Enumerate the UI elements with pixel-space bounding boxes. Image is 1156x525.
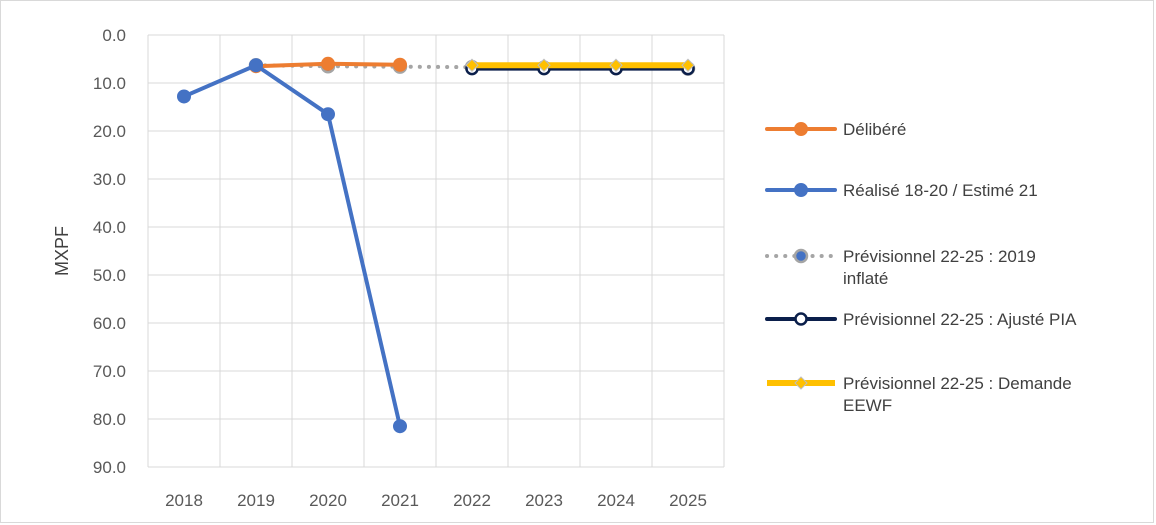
legend-label: inflaté: [843, 269, 888, 288]
y-tick-label: 30.0: [93, 170, 126, 189]
legend-marker: [794, 183, 808, 197]
data-point: [537, 58, 551, 72]
x-tick-label: 2024: [597, 491, 635, 510]
legend-label: Délibéré: [843, 120, 906, 139]
legend-marker: [794, 122, 808, 136]
y-tick-label: 40.0: [93, 218, 126, 237]
legend-item-3: Prévisionnel 22-25 : Ajusté PIA: [765, 310, 1077, 329]
x-tick-label: 2022: [453, 491, 491, 510]
data-point: [321, 56, 335, 71]
series-layer: [177, 56, 696, 434]
y-tick-label: 0.0: [102, 26, 126, 45]
legend-marker: [793, 248, 809, 264]
x-axis-ticks: 2018 2019 2020 2021 2022 2023 2024 2025: [165, 491, 707, 510]
legend-item-4: Prévisionnel 22-25 : Demande EEWF: [767, 374, 1072, 415]
series-line: [182, 63, 402, 429]
y-tick-label: 10.0: [93, 74, 126, 93]
x-tick-label: 2018: [165, 491, 203, 510]
legend-item-0: Délibéré: [765, 120, 906, 139]
x-tick-label: 2021: [381, 491, 419, 510]
legend-label: Réalisé 18-20 / Estimé 21: [843, 181, 1038, 200]
x-tick-label: 2019: [237, 491, 275, 510]
y-tick-label: 90.0: [93, 458, 126, 477]
legend: Délibéré Réalisé 18-20 / Estimé 21 Prévisi…: [765, 120, 1077, 415]
x-tick-label: 2023: [525, 491, 563, 510]
series-4: [465, 58, 695, 72]
legend-label: Prévisionnel 22-25 : Ajusté PIA: [843, 310, 1077, 329]
series-1: [177, 58, 407, 434]
legend-label: Prévisionnel 22-25 : 2019: [843, 247, 1036, 266]
data-point: [609, 58, 623, 72]
y-tick-label: 50.0: [93, 266, 126, 285]
legend-label: EEWF: [843, 396, 892, 415]
series-0: [249, 56, 407, 74]
grid: [147, 34, 725, 468]
y-tick-label: 60.0: [93, 314, 126, 333]
y-tick-label: 20.0: [93, 122, 126, 141]
x-tick-label: 2025: [669, 491, 707, 510]
legend-item-1: Réalisé 18-20 / Estimé 21: [765, 181, 1038, 200]
legend-marker: [794, 376, 808, 390]
legend-item-2: Prévisionnel 22-25 : 2019 inflaté: [765, 247, 1036, 288]
legend-marker: [794, 312, 808, 326]
legend-label: Prévisionnel 22-25 : Demande: [843, 374, 1072, 393]
data-point: [393, 419, 407, 434]
y-axis-ticks: 0.0 10.0 20.0 30.0 40.0 50.0 60.0 70.0 80.0 90.0: [93, 26, 126, 477]
data-point: [465, 58, 479, 72]
x-tick-label: 2020: [309, 491, 347, 510]
y-tick-label: 80.0: [93, 410, 126, 429]
data-point: [249, 58, 263, 73]
data-point: [177, 89, 191, 104]
y-axis-title: MXPF: [52, 226, 72, 276]
data-point: [681, 58, 695, 72]
y-tick-label: 70.0: [93, 362, 126, 381]
data-point: [393, 57, 407, 72]
data-point: [321, 107, 335, 122]
